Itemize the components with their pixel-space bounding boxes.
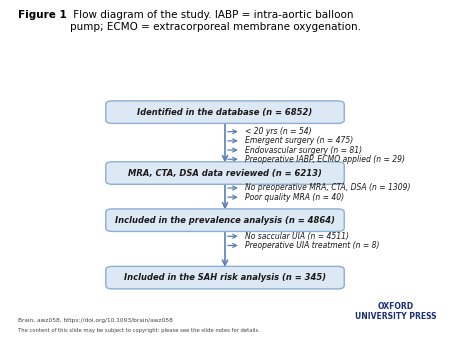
Text: < 20 yrs (n = 54): < 20 yrs (n = 54) bbox=[245, 127, 312, 136]
FancyBboxPatch shape bbox=[106, 209, 344, 232]
Text: Identified in the database (n = 6852): Identified in the database (n = 6852) bbox=[137, 107, 313, 117]
FancyBboxPatch shape bbox=[106, 266, 344, 289]
Text: MRA, CTA, DSA data reviewed (n = 6213): MRA, CTA, DSA data reviewed (n = 6213) bbox=[128, 169, 322, 177]
Text: Flow diagram of the study. IABP = intra-aortic balloon
pump; ECMO = extracorpore: Flow diagram of the study. IABP = intra-… bbox=[70, 10, 361, 32]
FancyBboxPatch shape bbox=[106, 162, 344, 184]
Text: The content of this slide may be subject to copyright: please see the slide note: The content of this slide may be subject… bbox=[18, 328, 260, 333]
Text: Preoperative IABP, ECMO applied (n = 29): Preoperative IABP, ECMO applied (n = 29) bbox=[245, 155, 405, 164]
Text: Figure 1: Figure 1 bbox=[18, 10, 67, 20]
Text: No saccular UIA (n = 4511): No saccular UIA (n = 4511) bbox=[245, 232, 349, 241]
Text: Preoperative UIA treatment (n = 8): Preoperative UIA treatment (n = 8) bbox=[245, 241, 380, 250]
Text: Endovascular surgery (n = 81): Endovascular surgery (n = 81) bbox=[245, 146, 362, 154]
Text: Included in the prevalence analysis (n = 4864): Included in the prevalence analysis (n =… bbox=[115, 216, 335, 225]
Text: Poor quality MRA (n = 40): Poor quality MRA (n = 40) bbox=[245, 193, 344, 202]
Text: OXFORD
UNIVERSITY PRESS: OXFORD UNIVERSITY PRESS bbox=[355, 302, 436, 321]
FancyBboxPatch shape bbox=[106, 101, 344, 123]
Text: Emergent surgery (n = 475): Emergent surgery (n = 475) bbox=[245, 136, 354, 145]
Text: No preoperative MRA, CTA, DSA (n = 1309): No preoperative MRA, CTA, DSA (n = 1309) bbox=[245, 184, 411, 193]
Text: Included in the SAH risk analysis (n = 345): Included in the SAH risk analysis (n = 3… bbox=[124, 273, 326, 282]
Text: Brain, awz058, https://doi.org/10.1093/brain/awz058: Brain, awz058, https://doi.org/10.1093/b… bbox=[18, 318, 173, 323]
